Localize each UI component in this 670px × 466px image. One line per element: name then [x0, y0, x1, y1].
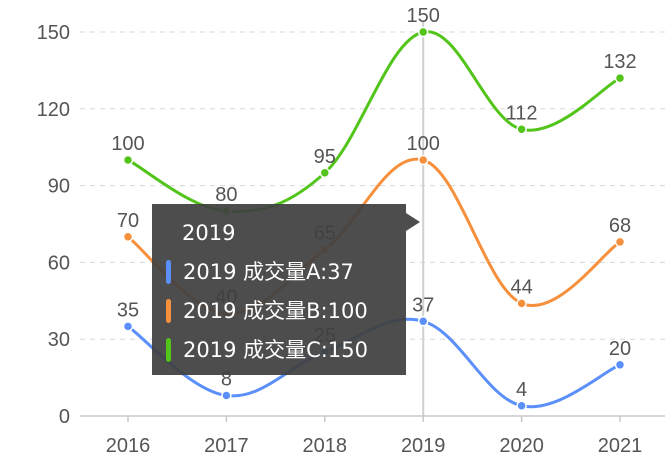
- data-label: 4: [516, 379, 527, 401]
- tooltip-text-b: 2019 成交量B:100: [183, 299, 368, 323]
- y-tick-label: 60: [48, 252, 70, 274]
- x-tick-label: 2021: [598, 435, 643, 457]
- axes: 0 30 60 90 120 150 2016 2017 2018 2019 2020 2021: [37, 22, 665, 457]
- data-label: 100: [111, 133, 144, 155]
- data-point: [122, 154, 134, 166]
- data-point: [122, 231, 134, 243]
- data-label: 20: [609, 338, 631, 360]
- data-label: 100: [407, 133, 440, 155]
- tooltip-text-a: 2019 成交量A:37: [183, 260, 354, 284]
- x-tick-label: 2019: [401, 435, 446, 457]
- y-tick-label: 120: [37, 99, 70, 121]
- data-point: [417, 154, 429, 166]
- y-tick-label: 150: [37, 22, 70, 44]
- data-point: [516, 400, 527, 412]
- tooltip-row-b: 2019 成交量B:100: [166, 296, 392, 326]
- data-label: 35: [117, 299, 139, 321]
- tooltip-row-c: 2019 成交量C:150: [166, 335, 392, 365]
- tooltip-title: 2019: [182, 221, 236, 245]
- chart-tooltip: 2019 2019 成交量A:37 2019 成交量B:100 2019 成交量…: [152, 204, 420, 375]
- data-label: 44: [510, 276, 532, 298]
- data-label: 37: [412, 294, 434, 316]
- data-label: 80: [215, 184, 237, 206]
- y-tick-label: 30: [48, 329, 70, 351]
- data-point: [122, 321, 134, 332]
- data-point: [417, 316, 429, 327]
- data-label: 112: [506, 102, 538, 124]
- y-tick-label: 90: [48, 176, 70, 198]
- data-point: [417, 26, 429, 38]
- data-point: [614, 359, 626, 371]
- data-point: [221, 390, 232, 401]
- data-point: [319, 167, 331, 179]
- x-tick-label: 2018: [303, 435, 348, 457]
- x-tick-label: 2016: [106, 435, 151, 457]
- x-tick-label: 2017: [204, 435, 249, 457]
- data-label: 8: [221, 369, 232, 391]
- data-point: [614, 72, 626, 84]
- series-line-2: [127, 30, 621, 214]
- x-tick-label: 2020: [499, 435, 544, 457]
- tooltip-text-c: 2019 成交量C:150: [183, 338, 368, 362]
- y-tick-label: 0: [59, 406, 70, 428]
- data-point: [516, 124, 527, 135]
- tooltip-row-a: 2019 成交量A:37: [166, 257, 392, 287]
- tooltip-marker-a: [166, 260, 171, 284]
- data-point: [516, 298, 527, 309]
- data-point: [614, 236, 626, 248]
- data-label: 132: [603, 51, 636, 73]
- data-label: 150: [407, 5, 440, 27]
- data-label: 70: [117, 210, 139, 232]
- data-label: 95: [314, 146, 336, 168]
- tooltip-marker-b: [166, 299, 171, 323]
- data-label: 68: [609, 215, 631, 237]
- tooltip-marker-c: [166, 338, 171, 362]
